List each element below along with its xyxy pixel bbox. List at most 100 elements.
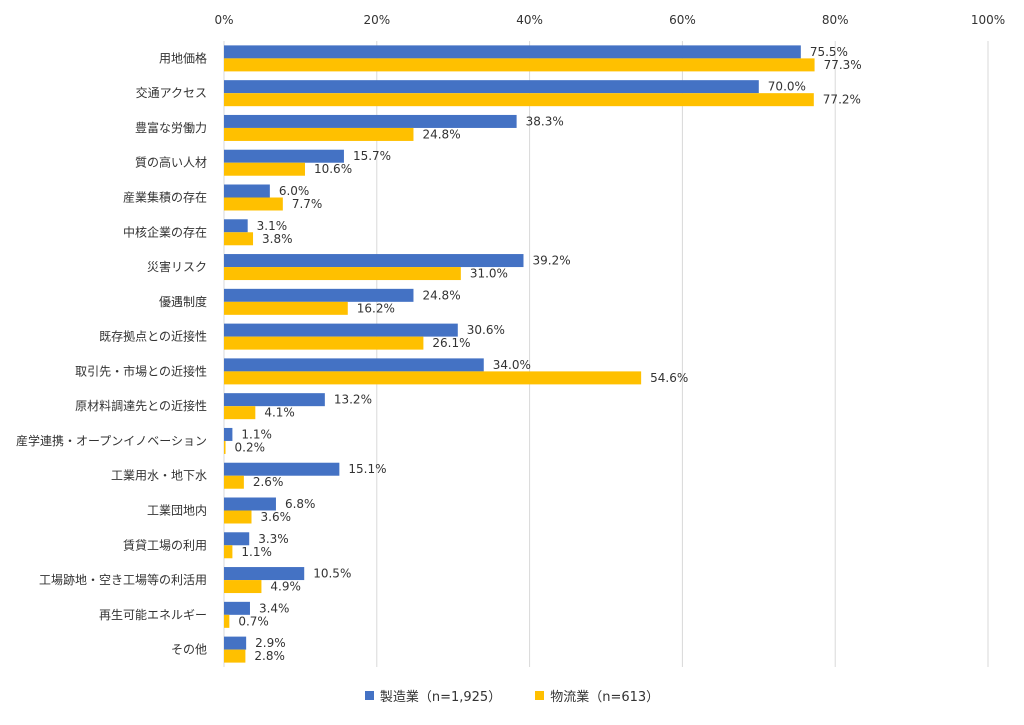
- data-label: 39.2%: [532, 254, 570, 268]
- legend-item-manufacturing: 製造業（n=1,925）: [364, 686, 502, 705]
- bar-logistics: [224, 475, 244, 489]
- data-label: 16.2%: [357, 301, 395, 315]
- bar-logistics: [224, 127, 414, 141]
- category-label: 用地価格: [159, 50, 207, 65]
- bar-manufacturing: [224, 80, 759, 94]
- category-labels: 用地価格交通アクセス豊富な労働力質の高い人材産業集積の存在中核企業の存在災害リス…: [16, 50, 207, 656]
- category-label: 優遇制度: [159, 294, 207, 309]
- category-label: 工業用水・地下水: [111, 469, 207, 483]
- category-label: 原材料調達先との近接性: [75, 398, 207, 413]
- bar-manufacturing: [224, 323, 458, 337]
- x-tick-label: 100%: [971, 13, 1005, 27]
- bar-manufacturing: [224, 497, 276, 511]
- category-label: 既存拠点との近接性: [99, 329, 207, 344]
- bar-manufacturing: [224, 358, 484, 372]
- category-label: 交通アクセス: [136, 85, 207, 100]
- bar-manufacturing: [224, 45, 801, 59]
- bar-logistics: [224, 162, 305, 176]
- data-label: 15.1%: [348, 462, 386, 476]
- bar-manufacturing: [224, 532, 250, 546]
- data-label: 10.5%: [313, 567, 351, 581]
- legend-item-logistics: 物流業（n=613）: [535, 686, 659, 705]
- data-label: 31.0%: [470, 267, 508, 281]
- data-label: 2.6%: [253, 475, 284, 489]
- bar-logistics: [224, 58, 815, 72]
- bar-manufacturing: [224, 219, 248, 233]
- category-label: 質の高い人材: [135, 155, 207, 170]
- data-label: 24.8%: [422, 288, 460, 302]
- data-label: 38.3%: [526, 114, 564, 128]
- data-label: 1.1%: [241, 545, 271, 559]
- data-label: 30.6%: [467, 323, 505, 337]
- data-label: 3.8%: [262, 232, 293, 246]
- x-tick-label: 60%: [669, 13, 696, 27]
- x-tick-label: 20%: [363, 13, 390, 27]
- bar-logistics: [224, 267, 461, 281]
- data-label: 3.1%: [257, 219, 288, 233]
- data-label: 54.6%: [650, 371, 688, 385]
- bar-logistics: [224, 197, 283, 211]
- data-label: 75.5%: [810, 45, 848, 59]
- bar-logistics: [224, 580, 262, 594]
- data-label: 4.1%: [264, 406, 295, 420]
- bar-logistics: [224, 440, 226, 454]
- category-label: 工業団地内: [147, 504, 207, 518]
- bar-manufacturing: [224, 427, 233, 441]
- data-label: 0.2%: [235, 440, 266, 454]
- bar-logistics: [224, 371, 642, 385]
- data-label: 0.7%: [238, 614, 269, 628]
- data-label: 1.1%: [241, 427, 271, 441]
- bar-logistics: [224, 301, 348, 315]
- bar-manufacturing: [224, 184, 270, 198]
- data-label: 15.7%: [353, 149, 391, 163]
- bar-logistics: [224, 649, 246, 663]
- data-label: 34.0%: [493, 358, 531, 372]
- data-label: 77.3%: [824, 58, 862, 72]
- data-label: 2.8%: [254, 649, 285, 663]
- category-label: 取引先・市場との近接性: [75, 363, 207, 378]
- data-label: 3.3%: [258, 532, 289, 546]
- category-label: 賃貸工場の利用: [123, 537, 207, 552]
- bar-logistics: [224, 545, 233, 559]
- bar-logistics: [224, 232, 254, 246]
- bar-manufacturing: [224, 601, 250, 615]
- data-label: 3.4%: [259, 601, 290, 615]
- data-label: 4.9%: [270, 580, 301, 594]
- category-label: 再生可能エネルギー: [99, 608, 207, 622]
- x-tick-label: 40%: [516, 13, 543, 27]
- bar-logistics: [224, 336, 424, 350]
- legend-swatch-manufacturing: [364, 691, 374, 700]
- data-label: 3.6%: [261, 510, 292, 524]
- x-axis-ticks: 0% 20% 40% 60% 80% 100%: [214, 13, 1005, 27]
- bar-logistics: [224, 406, 256, 420]
- data-label: 7.7%: [292, 197, 323, 211]
- data-label: 26.1%: [432, 336, 470, 350]
- bars: [224, 45, 815, 663]
- data-label: 6.8%: [285, 497, 316, 511]
- data-label: 77.2%: [823, 93, 861, 107]
- data-label: 70.0%: [768, 80, 806, 94]
- legend-label-manufacturing: 製造業（n=1,925）: [379, 690, 502, 705]
- category-label: その他: [171, 643, 207, 657]
- data-labels: 75.5% 70.0% 38.3% 15.7% 6.0% 3.1% 39.2% 24.8% 30…: [235, 45, 862, 663]
- category-label: 豊富な労働力: [135, 120, 207, 135]
- data-label: 6.0%: [279, 184, 310, 198]
- bar-manufacturing: [224, 288, 414, 302]
- legend-label-logistics: 物流業（n=613）: [550, 690, 660, 705]
- category-label: 中核企業の存在: [123, 224, 207, 239]
- bar-logistics: [224, 510, 252, 524]
- legend-swatch-logistics: [535, 691, 545, 700]
- bar-manufacturing: [224, 393, 325, 407]
- data-label: 2.9%: [255, 636, 286, 650]
- category-label: 産業集積の存在: [123, 190, 207, 205]
- category-label: 工場跡地・空き工場等の利活用: [39, 572, 207, 587]
- bar-manufacturing: [224, 254, 524, 268]
- category-label: 産学連携・オープンイノベーション: [16, 433, 207, 448]
- bar-logistics: [224, 93, 814, 107]
- bar-manufacturing: [224, 636, 247, 650]
- bar-manufacturing: [224, 114, 517, 128]
- bar-logistics: [224, 614, 230, 628]
- bar-manufacturing: [224, 149, 344, 163]
- data-label: 10.6%: [314, 162, 352, 176]
